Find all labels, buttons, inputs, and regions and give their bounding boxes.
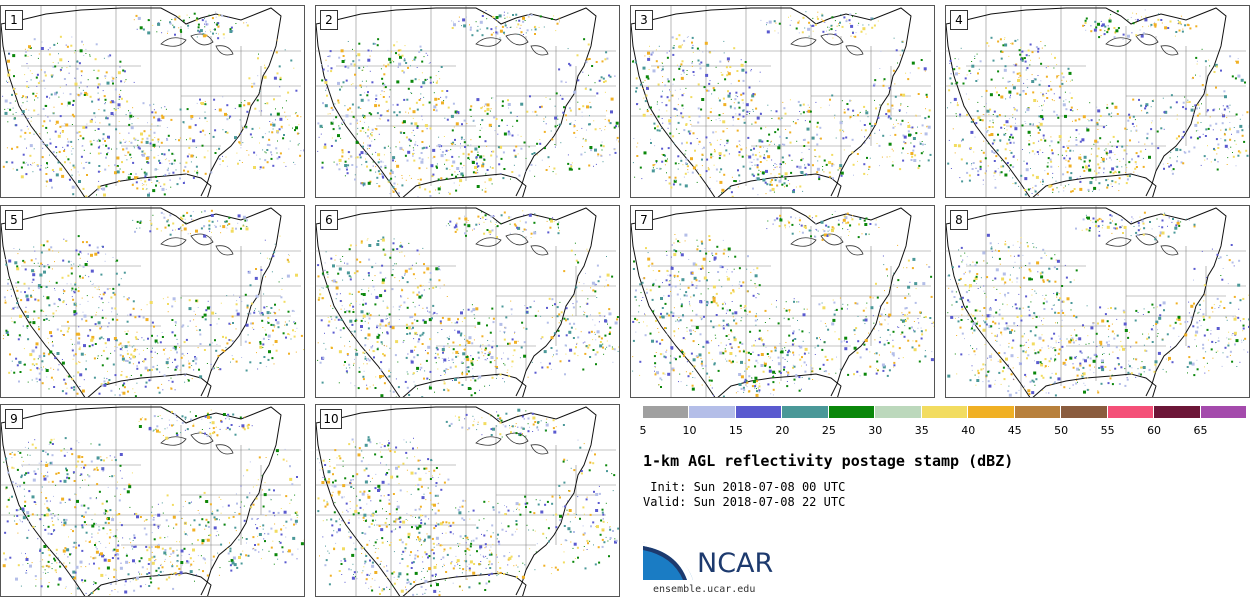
colorbar-swatch-10 xyxy=(1107,406,1155,418)
member-panel-10: 10 xyxy=(315,404,620,597)
conus-map-icon xyxy=(1,405,304,596)
member-number-label: 2 xyxy=(320,10,338,30)
conus-map-icon xyxy=(946,6,1249,197)
colorbar-swatch-12 xyxy=(1200,406,1248,418)
member-panel-8: 8 xyxy=(945,205,1250,398)
colorbar-swatch-7 xyxy=(968,406,1015,418)
colorbar-tick-label: 20 xyxy=(775,424,790,437)
colorbar-tick-label: 5 xyxy=(639,424,647,437)
init-time: Init: Sun 2018-07-08 00 UTC xyxy=(643,480,846,494)
conus-map-icon xyxy=(316,6,619,197)
conus-map-icon xyxy=(946,206,1249,397)
colorbar-tick-label: 35 xyxy=(914,424,929,437)
colorbar-swatch-1 xyxy=(689,406,736,418)
member-panel-7: 7 xyxy=(630,205,935,398)
colorbar-swatch-6 xyxy=(921,406,969,418)
colorbar-tick-label: 25 xyxy=(821,424,836,437)
ncar-logo-text: NCAR xyxy=(697,548,774,579)
conus-map-icon xyxy=(631,6,932,197)
member-panel-3: 3 xyxy=(630,5,935,198)
member-panel-2: 2 xyxy=(315,5,620,198)
member-panel-1: 1 xyxy=(0,5,305,198)
conus-map-icon xyxy=(316,206,619,397)
member-panel-4: 4 xyxy=(945,5,1250,198)
colorbar-swatch-3 xyxy=(782,406,829,418)
colorbar-tick-label: 65 xyxy=(1193,424,1208,437)
colorbar-swatch-4 xyxy=(828,406,876,418)
conus-map-icon xyxy=(1,206,304,397)
reflectivity-colorbar xyxy=(643,406,1248,418)
colorbar-tick-label: 50 xyxy=(1054,424,1069,437)
member-number-label: 1 xyxy=(5,10,23,30)
member-number-label: 6 xyxy=(320,210,338,230)
colorbar-swatch-9 xyxy=(1061,406,1108,418)
member-number-label: 4 xyxy=(950,10,968,30)
colorbar-tick-label: 55 xyxy=(1100,424,1115,437)
colorbar-ticks: 5 10 15 20 25 30 35 40 45 50 55 60 65 xyxy=(639,424,1247,438)
colorbar-swatch-5 xyxy=(875,406,922,418)
member-panel-9: 9 xyxy=(0,404,305,597)
member-number-label: 8 xyxy=(950,210,968,230)
member-number-label: 7 xyxy=(635,210,653,230)
member-number-label: 9 xyxy=(5,409,23,429)
colorbar-tick-label: 15 xyxy=(728,424,743,437)
plot-title: 1-km AGL reflectivity postage stamp (dBZ… xyxy=(643,452,1014,470)
valid-time: Valid: Sun 2018-07-08 22 UTC xyxy=(643,495,846,509)
colorbar-tick-label: 45 xyxy=(1007,424,1022,437)
conus-map-icon xyxy=(1,6,304,197)
member-number-label: 10 xyxy=(320,409,342,429)
member-number-label: 3 xyxy=(635,10,653,30)
colorbar-swatch-8 xyxy=(1014,406,1062,418)
colorbar-tick-label: 30 xyxy=(868,424,883,437)
colorbar-tick-label: 40 xyxy=(961,424,976,437)
colorbar-tick-label: 60 xyxy=(1147,424,1162,437)
colorbar-swatch-0 xyxy=(643,406,690,418)
site-url: ensemble.ucar.edu xyxy=(653,584,756,595)
colorbar-swatch-11 xyxy=(1154,406,1201,418)
member-panel-6: 6 xyxy=(315,205,620,398)
conus-map-icon xyxy=(316,405,619,596)
ncar-logo-icon xyxy=(643,542,693,580)
colorbar-swatch-2 xyxy=(735,406,783,418)
member-number-label: 5 xyxy=(5,210,23,230)
colorbar-tick-label: 10 xyxy=(682,424,697,437)
member-panel-5: 5 xyxy=(0,205,305,398)
conus-map-icon xyxy=(631,206,934,397)
